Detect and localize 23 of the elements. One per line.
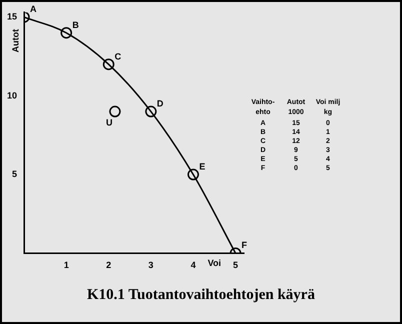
- annotation: A: [30, 4, 38, 14]
- annotation: E: [199, 162, 206, 172]
- point: [187, 168, 199, 180]
- x-tick-label: 4: [190, 260, 196, 270]
- x-tick-label: 3: [148, 260, 154, 270]
- text: K10.1 Tuotantovaihtoehtojen käyrä: [86, 287, 316, 304]
- y-tick-label: 10: [6, 90, 18, 100]
- x-tick-label: 2: [106, 260, 112, 270]
- point: [109, 106, 121, 118]
- annotation: F: [242, 240, 248, 250]
- x-axis-title: Voi: [208, 258, 222, 268]
- annotation: U: [106, 118, 112, 128]
- point: [145, 106, 157, 118]
- x-tick-label: 5: [233, 260, 238, 270]
- annotation: D: [156, 98, 164, 109]
- point: [102, 58, 114, 70]
- y-tick-label: 5: [12, 168, 18, 179]
- y-tick-label: 15: [6, 12, 18, 22]
- point: [60, 27, 72, 39]
- annotation: C: [114, 51, 122, 62]
- y-axis-title: Autot: [10, 28, 20, 52]
- annotation: B: [72, 20, 80, 30]
- x-tick-label: 1: [64, 260, 69, 270]
